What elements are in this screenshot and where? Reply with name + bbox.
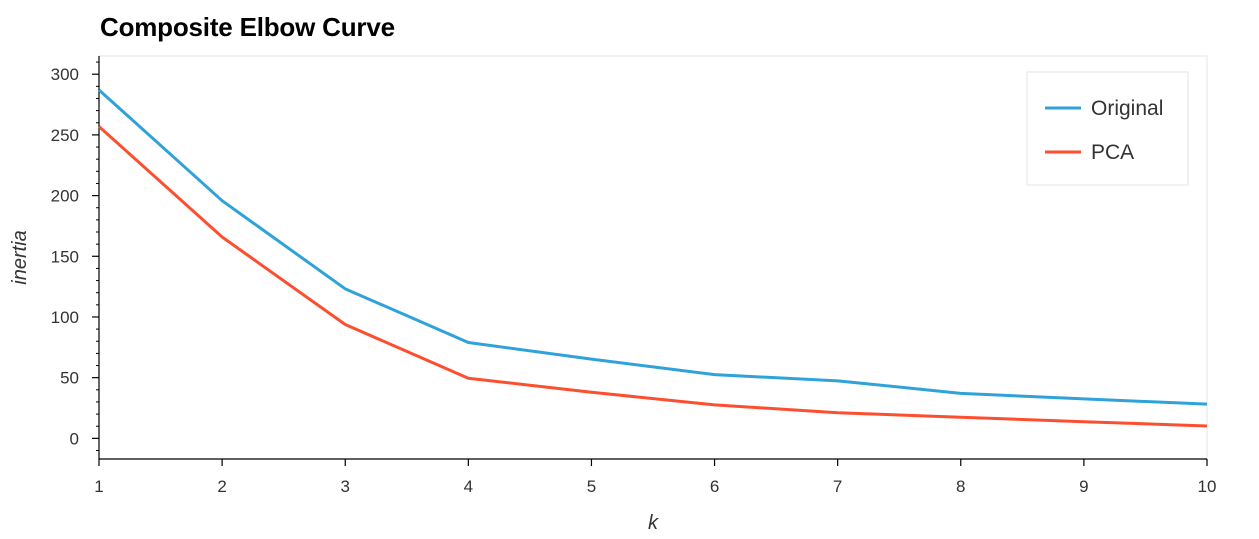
y-tick-label: 0 xyxy=(70,429,79,448)
x-tick-label: 3 xyxy=(340,477,349,496)
y-axis-label: inertia xyxy=(9,230,31,284)
x-axis-label: k xyxy=(648,512,659,534)
y-tick-label: 150 xyxy=(51,247,79,266)
series-line-pca xyxy=(97,125,1208,428)
x-tick-label: 7 xyxy=(833,477,842,496)
x-tick-label: 8 xyxy=(956,477,965,496)
y-tick-label: 200 xyxy=(51,187,79,206)
legend-box xyxy=(1026,71,1189,186)
x-tick-label: 2 xyxy=(217,477,226,496)
series-line-original xyxy=(97,88,1208,406)
y-tick-label: 100 xyxy=(51,308,79,327)
y-axis: 0 50 100 150 200 250 300 xyxy=(51,56,100,459)
legend-label: PCA xyxy=(1091,141,1134,164)
legend: Original PCA xyxy=(1026,71,1189,186)
x-tick-label: 10 xyxy=(1198,477,1217,496)
x-tick-label: 4 xyxy=(464,477,473,496)
y-tick-label: 300 xyxy=(51,65,79,84)
x-tick-label: 9 xyxy=(1079,477,1088,496)
x-axis: 1 2 3 4 5 6 7 8 9 10 xyxy=(94,458,1217,496)
legend-label: Original xyxy=(1091,97,1163,120)
x-tick-label: 5 xyxy=(587,477,596,496)
y-tick-label: 250 xyxy=(51,126,79,145)
series-lines xyxy=(97,88,1208,428)
x-tick-label: 1 xyxy=(94,477,103,496)
y-tick-label: 50 xyxy=(60,369,79,388)
chart-title: Composite Elbow Curve xyxy=(100,12,395,42)
x-tick-label: 6 xyxy=(710,477,719,496)
